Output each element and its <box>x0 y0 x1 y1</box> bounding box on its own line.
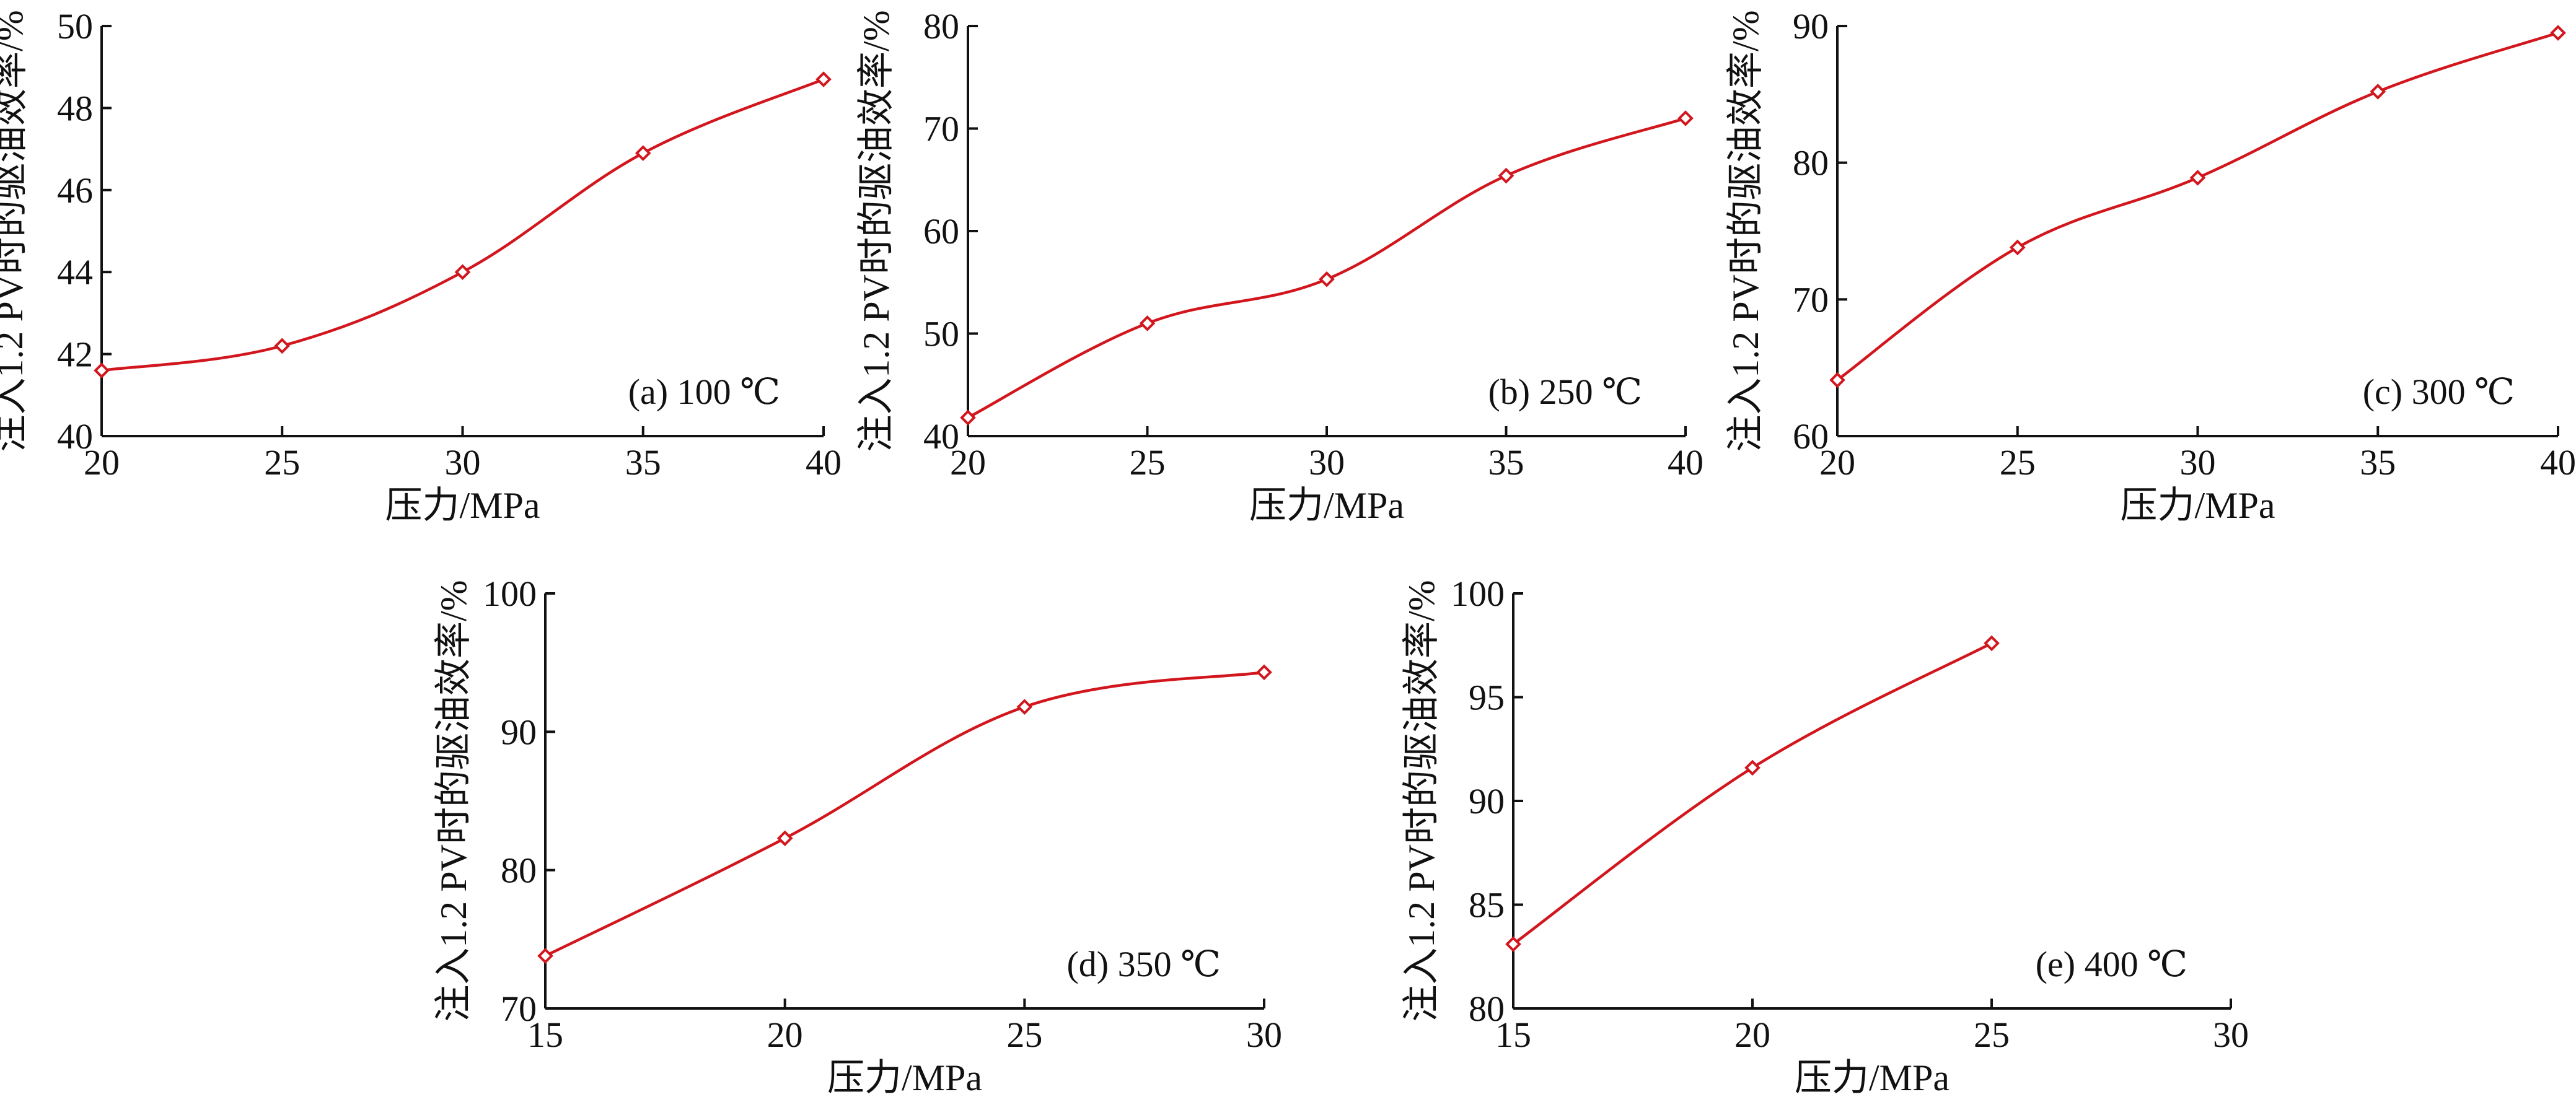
x-tick-label: 25 <box>1130 442 1166 483</box>
x-tick-label: 20 <box>767 1015 803 1055</box>
x-tick-label: 20 <box>950 442 986 483</box>
x-axis-title: 压力/MPa <box>2120 485 2275 526</box>
y-tick-label: 40 <box>923 416 959 457</box>
y-tick-label: 60 <box>1793 416 1829 457</box>
x-tick-label: 25 <box>1006 1015 1042 1055</box>
data-point-marker <box>635 145 651 162</box>
x-tick-label: 30 <box>1246 1015 1282 1055</box>
x-tick-label: 30 <box>2213 1015 2249 1055</box>
y-tick-label: 60 <box>923 211 959 251</box>
y-tick-label: 80 <box>1469 989 1505 1029</box>
x-tick-label: 20 <box>1734 1015 1770 1055</box>
data-point-marker <box>274 338 291 354</box>
data-point-marker <box>1505 936 1521 952</box>
y-tick-label: 50 <box>57 6 93 46</box>
x-tick-label: 35 <box>625 442 661 483</box>
data-point-marker <box>2009 239 2026 256</box>
data-point-marker <box>454 264 471 281</box>
chart-panel: 15 20 25 30 80 85 90 95 100 压力/MPa 注入1.2 PV时的驱油效率/… <box>1401 574 2249 1098</box>
x-tick-label: 20 <box>1819 442 1855 483</box>
y-tick-label: 85 <box>1469 885 1505 925</box>
data-point-marker <box>1744 759 1761 776</box>
chart-panel: 20 25 30 35 40 40 50 60 70 80 压力/MPa 注入1.2 PV时的驱油效率… <box>856 6 1703 526</box>
data-point-marker <box>1677 110 1694 126</box>
y-tick-label: 100 <box>483 574 537 614</box>
y-tick-label: 80 <box>923 6 959 46</box>
x-tick-label: 15 <box>527 1015 563 1055</box>
data-point-marker <box>960 409 976 426</box>
y-tick-label: 95 <box>1469 678 1505 718</box>
panel-annotation: (d) 350 ℃ <box>1066 944 1221 984</box>
y-tick-label: 80 <box>1793 143 1829 183</box>
x-tick-label: 35 <box>1488 442 1524 483</box>
y-tick-label: 90 <box>1469 781 1505 821</box>
x-axis-title: 压力/MPa <box>385 485 540 526</box>
y-tick-label: 48 <box>57 88 93 128</box>
x-tick-label: 30 <box>1309 442 1345 483</box>
x-tick-label: 40 <box>2540 442 2576 483</box>
y-axis-title: 注入1.2 PV时的驱油效率/% <box>433 580 474 1021</box>
y-tick-label: 42 <box>57 334 93 375</box>
series-line <box>101 77 824 372</box>
y-tick-label: 50 <box>923 314 959 354</box>
y-tick-label: 70 <box>1793 279 1829 320</box>
y-tick-label: 90 <box>1793 6 1829 46</box>
y-tick-label: 44 <box>57 252 93 292</box>
y-tick-label: 40 <box>57 416 93 457</box>
data-point-marker <box>1016 699 1033 715</box>
data-point-marker <box>1256 664 1272 681</box>
panel-annotation: (b) 250 ℃ <box>1488 372 1642 412</box>
series-line <box>1512 642 1993 945</box>
data-point-marker <box>1139 315 1156 331</box>
panel-annotation: (a) 100 ℃ <box>628 372 780 412</box>
x-tick-label: 25 <box>2000 442 2036 483</box>
y-axis-title: 注入1.2 PV时的驱油效率/% <box>856 10 897 452</box>
y-tick-label: 70 <box>923 109 959 149</box>
panel-annotation: (c) 300 ℃ <box>2363 372 2515 412</box>
x-tick-label: 40 <box>1668 442 1703 483</box>
data-point-marker <box>1829 372 1845 388</box>
series-line <box>1836 31 2559 382</box>
data-point-marker <box>2189 170 2206 186</box>
x-tick-label: 20 <box>84 442 120 483</box>
x-tick-label: 25 <box>264 442 300 483</box>
y-tick-label: 100 <box>1451 574 1505 614</box>
data-point-marker <box>815 71 832 87</box>
x-axis-title: 压力/MPa <box>1249 485 1404 526</box>
data-point-marker <box>2370 84 2386 100</box>
y-tick-label: 80 <box>501 850 537 891</box>
x-tick-label: 15 <box>1495 1015 1531 1055</box>
panel-annotation: (e) 400 ℃ <box>2036 944 2187 984</box>
y-tick-label: 90 <box>501 712 537 752</box>
y-axis-title: 注入1.2 PV时的驱油效率/% <box>1725 10 1766 452</box>
x-axis-title: 压力/MPa <box>827 1057 982 1098</box>
x-axis-title: 压力/MPa <box>1795 1057 1950 1098</box>
x-tick-label: 30 <box>2180 442 2216 483</box>
x-tick-label: 30 <box>445 442 481 483</box>
x-tick-label: 25 <box>1974 1015 2010 1055</box>
chart-panel: 20 25 30 35 40 40 42 44 46 48 50 压力/MPa 注入1.2 PV时的驱油… <box>0 6 842 526</box>
data-point-marker <box>1319 271 1335 287</box>
data-point-marker <box>1498 167 1514 184</box>
chart-panel: 20 25 30 35 40 60 70 80 90 压力/MPa 注入1.2 PV时的驱油效率/%… <box>1725 6 2576 526</box>
x-tick-label: 35 <box>2360 442 2396 483</box>
data-point-marker <box>1984 635 2000 652</box>
data-point-marker <box>94 362 110 378</box>
y-axis-title: 注入1.2 PV时的驱油效率/% <box>0 10 30 452</box>
y-tick-label: 70 <box>501 989 537 1029</box>
data-point-marker <box>776 830 793 847</box>
chart-panel: 15 20 25 30 70 80 90 100 压力/MPa 注入1.2 PV时的驱油效率/% (… <box>433 574 1282 1098</box>
data-point-marker <box>537 948 553 964</box>
y-tick-label: 46 <box>57 170 93 211</box>
data-point-marker <box>2550 25 2566 41</box>
series-line <box>545 671 1265 958</box>
y-axis-title: 注入1.2 PV时的驱油效率/% <box>1401 580 1442 1021</box>
x-tick-label: 40 <box>806 442 842 483</box>
